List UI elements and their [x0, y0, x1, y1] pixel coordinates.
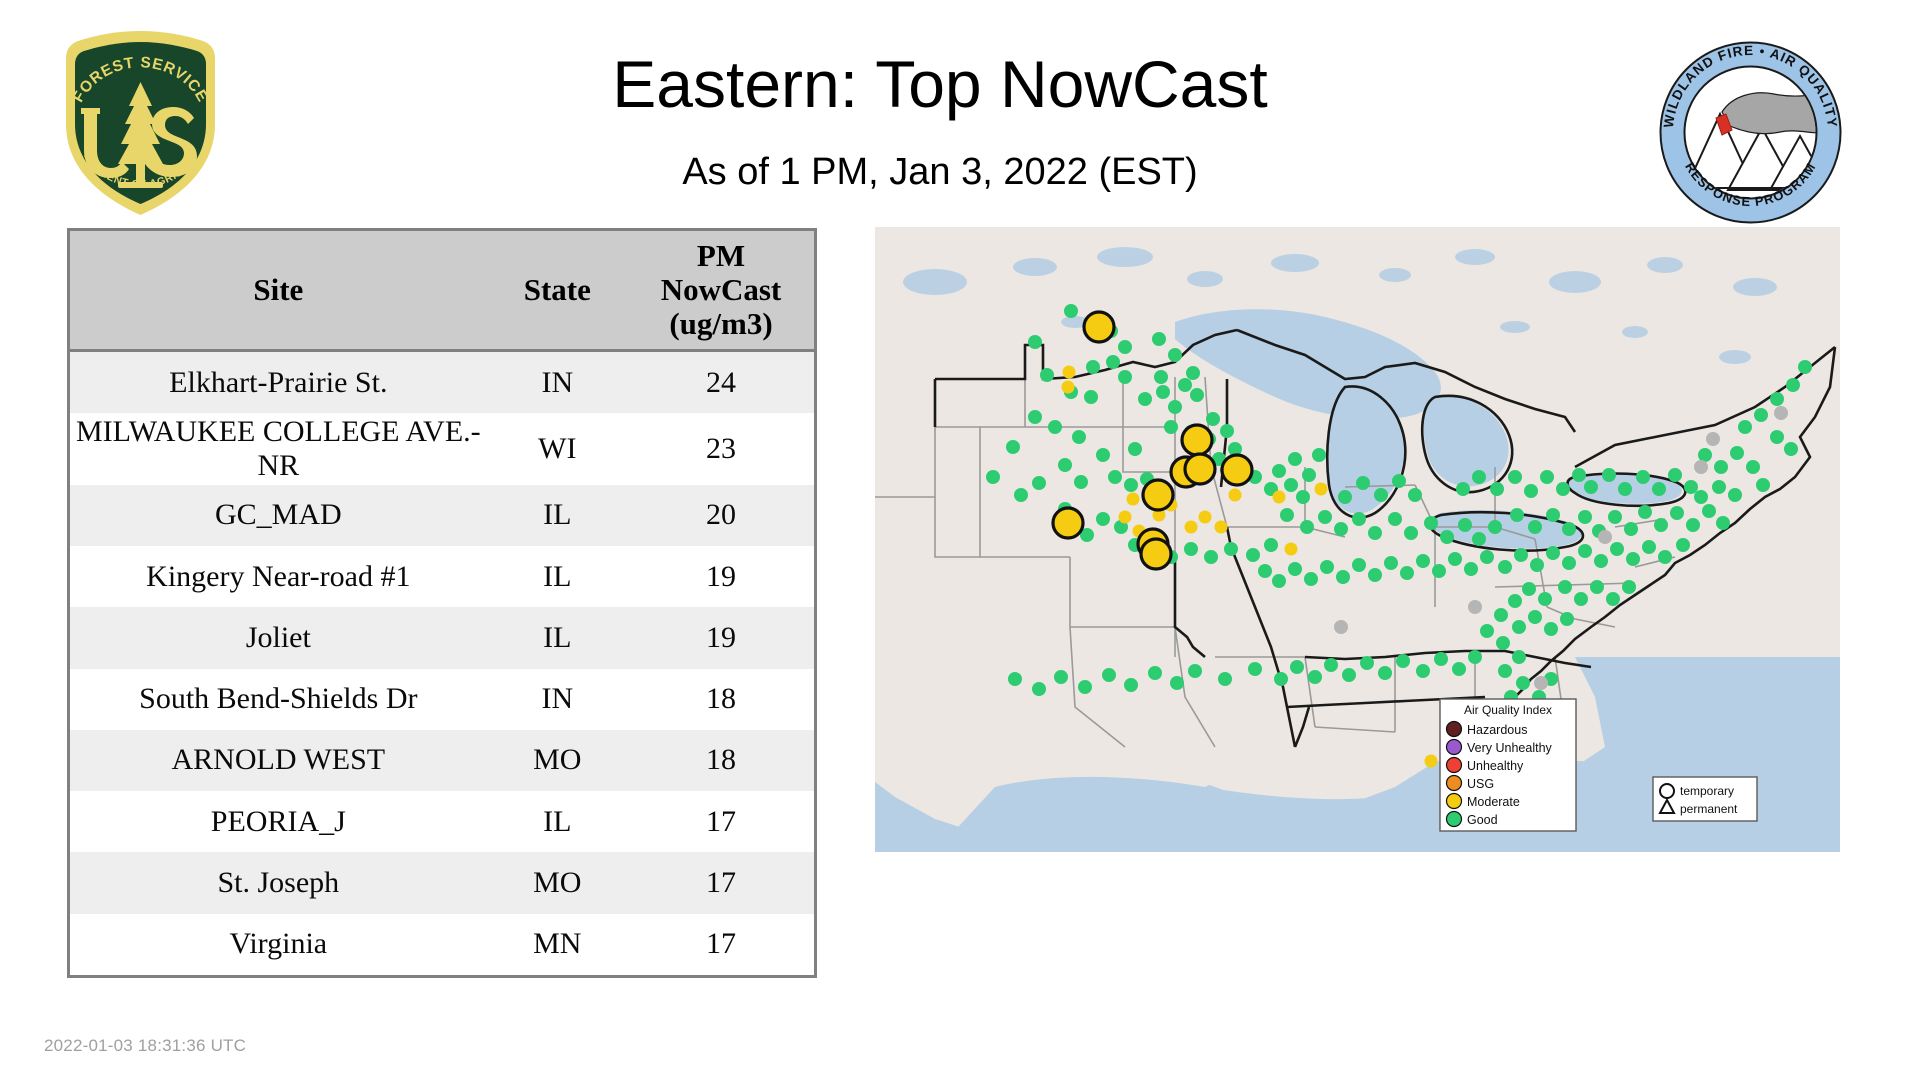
column-header-state-label: State: [523, 272, 591, 307]
column-header-pm-line2: NowCast: [660, 272, 782, 307]
cell-state: MO: [486, 852, 628, 914]
aqi-dot-nodata: [1334, 406, 1788, 690]
cell-value: 18: [627, 668, 814, 730]
cell-value: 17: [627, 852, 814, 914]
table-row: MILWAUKEE COLLEGE AVE.-NR WI 23: [70, 413, 814, 485]
aqi-legend: Air Quality Index Hazardous Very Unhealt…: [1439, 698, 1577, 832]
cell-state: IL: [486, 607, 628, 669]
cell-site: MILWAUKEE COLLEGE AVE.-NR: [70, 413, 487, 485]
table-row: Virginia MN 17: [70, 913, 814, 975]
cell-state: MN: [486, 913, 628, 975]
svg-text:Moderate: Moderate: [1467, 795, 1520, 809]
svg-text:USG: USG: [1467, 777, 1494, 791]
cell-site: Joliet: [70, 607, 487, 669]
page-title: Eastern: Top NowCast: [612, 47, 1268, 121]
column-header-site: Site: [70, 231, 487, 352]
aqi-dot-good: [986, 304, 1812, 730]
column-header-state: State: [486, 231, 628, 352]
cell-site: ARNOLD WEST: [70, 729, 487, 792]
table-row: ARNOLD WEST MO 18: [70, 729, 814, 792]
table-row: St. Joseph MO 17: [70, 852, 814, 914]
cell-value: 23: [627, 413, 814, 485]
cell-site: South Bend-Shields Dr: [70, 668, 487, 730]
cell-state: WI: [486, 413, 628, 485]
cell-value: 20: [627, 484, 814, 547]
cell-site: Virginia: [70, 913, 487, 975]
table-row: Elkhart-Prairie St. IN 24: [70, 350, 814, 414]
cell-state: IL: [486, 791, 628, 853]
svg-text:Hazardous: Hazardous: [1467, 723, 1527, 737]
column-header-pm-line1: PM: [696, 238, 746, 273]
table-row: PEORIA_J IL 17: [70, 791, 814, 853]
cell-value: 24: [627, 350, 814, 414]
table-header-row: Site State PM NowCast (ug/m3): [70, 231, 814, 352]
cell-state: IL: [486, 546, 628, 608]
top-nowcast-table: Site State PM NowCast (ug/m3) Elkhart-Pr…: [67, 228, 817, 978]
cell-state: MO: [486, 729, 628, 792]
cell-site: Elkhart-Prairie St.: [70, 350, 487, 414]
render-timestamp: 2022-01-03 18:31:36 UTC: [44, 1036, 247, 1055]
svg-text:Good: Good: [1467, 813, 1498, 827]
table-row: Joliet IL 19: [70, 607, 814, 669]
wfaqrp-seal-logo: WILDLAND FIRE • AIR QUALITY RESPONSE PRO…: [1658, 40, 1843, 225]
cell-value: 17: [627, 791, 814, 853]
table-row: Kingery Near-road #1 IL 19: [70, 546, 814, 608]
top-site-marker: [1051, 310, 1254, 571]
cell-state: IN: [486, 350, 628, 414]
column-header-pm-nowcast: PM NowCast (ug/m3): [627, 231, 814, 352]
cell-site: St. Joseph: [70, 852, 487, 914]
cell-value: 19: [627, 607, 814, 669]
column-header-site-label: Site: [253, 272, 304, 307]
site-type-legend: temporary permanent: [1652, 776, 1758, 822]
cell-value: 18: [627, 729, 814, 792]
svg-text:permanent: permanent: [1680, 802, 1738, 816]
cell-state: IL: [486, 484, 628, 547]
cell-value: 17: [627, 913, 814, 975]
page-subtitle: As of 1 PM, Jan 3, 2022 (EST): [682, 151, 1198, 193]
column-header-pm-line3: (ug/m3): [669, 306, 773, 341]
eastern-us-air-quality-map[interactable]: Air Quality Index Hazardous Very Unhealt…: [875, 227, 1840, 852]
table-row: South Bend-Shields Dr IN 18: [70, 668, 814, 730]
svg-text:temporary: temporary: [1680, 784, 1734, 798]
cell-site: Kingery Near-road #1: [70, 546, 487, 608]
cell-value: 19: [627, 546, 814, 608]
cell-site: GC_MAD: [70, 484, 487, 547]
table-row: GC_MAD IL 20: [70, 484, 814, 547]
aqi-legend-title: Air Quality Index: [1464, 703, 1552, 717]
svg-text:Unhealthy: Unhealthy: [1467, 759, 1524, 773]
cell-state: IN: [486, 668, 628, 730]
usda-forest-service-shield-logo: FOREST SERVICE DEPARTMENT OF AGRICULTURE: [48, 28, 233, 218]
cell-site: PEORIA_J: [70, 791, 487, 853]
svg-text:Very Unhealthy: Very Unhealthy: [1467, 741, 1553, 755]
